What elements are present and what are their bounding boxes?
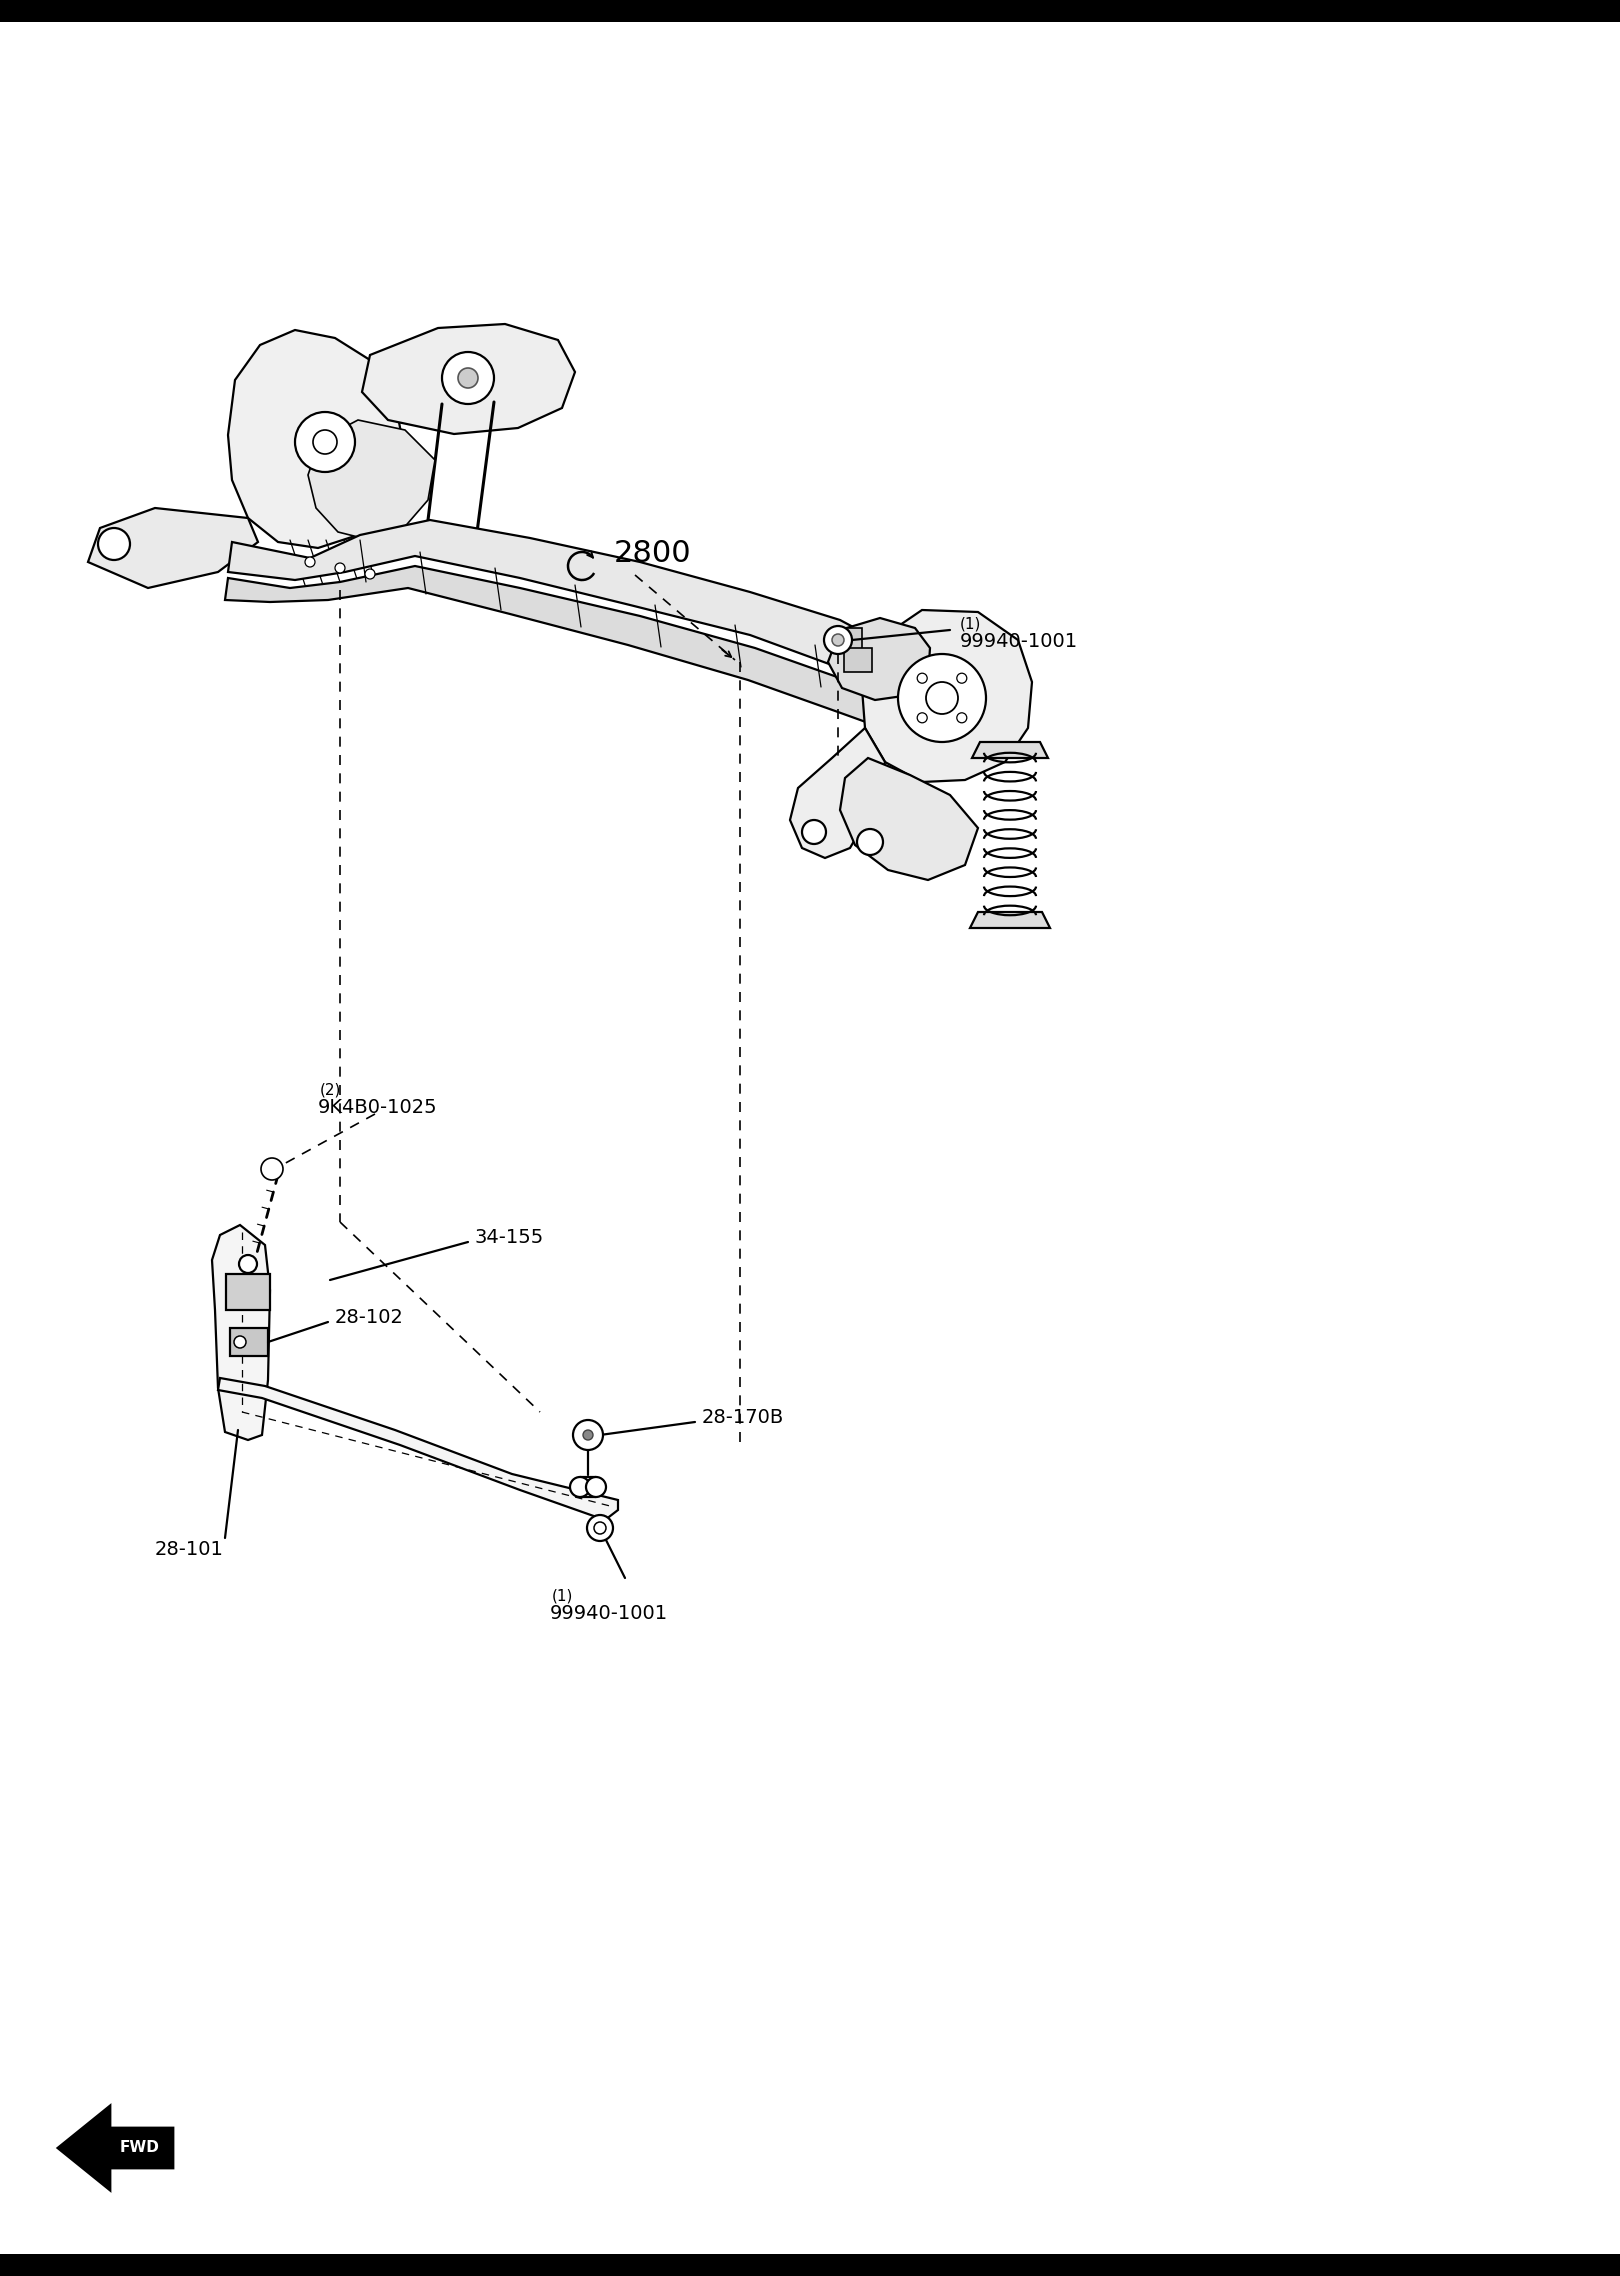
Circle shape — [917, 712, 927, 724]
Polygon shape — [227, 1275, 271, 1311]
Polygon shape — [212, 1224, 271, 1441]
Text: (1): (1) — [552, 1589, 573, 1602]
Circle shape — [586, 1516, 612, 1541]
Polygon shape — [361, 323, 575, 435]
Circle shape — [917, 674, 927, 683]
Circle shape — [295, 412, 355, 471]
Text: 28-102: 28-102 — [335, 1309, 403, 1327]
Text: (1): (1) — [961, 617, 982, 630]
Polygon shape — [970, 913, 1050, 929]
Circle shape — [573, 1420, 603, 1450]
Circle shape — [897, 653, 987, 742]
Circle shape — [364, 569, 374, 578]
Polygon shape — [225, 567, 888, 731]
Bar — [0, 0, 1620, 23]
Circle shape — [313, 430, 337, 453]
Circle shape — [570, 1477, 590, 1498]
Polygon shape — [230, 1327, 267, 1356]
Circle shape — [442, 353, 494, 405]
Text: 28-170B: 28-170B — [701, 1409, 784, 1427]
Circle shape — [97, 528, 130, 560]
Polygon shape — [87, 508, 258, 587]
Circle shape — [233, 1336, 246, 1347]
Polygon shape — [228, 519, 906, 687]
Polygon shape — [219, 1377, 617, 1520]
Text: 28-101: 28-101 — [156, 1541, 224, 1559]
Circle shape — [240, 1254, 258, 1272]
Text: 99940-1001: 99940-1001 — [961, 633, 1079, 651]
Polygon shape — [862, 610, 1032, 783]
Polygon shape — [972, 742, 1048, 758]
Text: (2): (2) — [321, 1081, 342, 1097]
Circle shape — [261, 1158, 283, 1179]
Circle shape — [927, 683, 957, 715]
Polygon shape — [228, 330, 405, 549]
Bar — [0, 2253, 1620, 2276]
Circle shape — [957, 712, 967, 724]
Polygon shape — [308, 421, 436, 539]
Circle shape — [583, 1429, 593, 1441]
Circle shape — [595, 1523, 606, 1534]
Polygon shape — [841, 758, 978, 881]
Text: FWD: FWD — [120, 2139, 160, 2155]
Polygon shape — [828, 619, 930, 701]
Text: 34-155: 34-155 — [475, 1229, 544, 1247]
Text: 2800: 2800 — [614, 539, 692, 567]
Circle shape — [825, 626, 852, 653]
Circle shape — [957, 674, 967, 683]
Circle shape — [802, 819, 826, 844]
Text: 9K4B0-1025: 9K4B0-1025 — [318, 1097, 437, 1118]
Circle shape — [586, 1477, 606, 1498]
Circle shape — [335, 562, 345, 574]
Text: 99940-1001: 99940-1001 — [551, 1605, 667, 1623]
Circle shape — [305, 558, 314, 567]
Polygon shape — [834, 628, 862, 651]
Circle shape — [857, 828, 883, 856]
Polygon shape — [844, 649, 872, 671]
Polygon shape — [58, 2105, 173, 2190]
Circle shape — [833, 635, 844, 646]
Polygon shape — [791, 728, 885, 858]
Circle shape — [458, 369, 478, 387]
